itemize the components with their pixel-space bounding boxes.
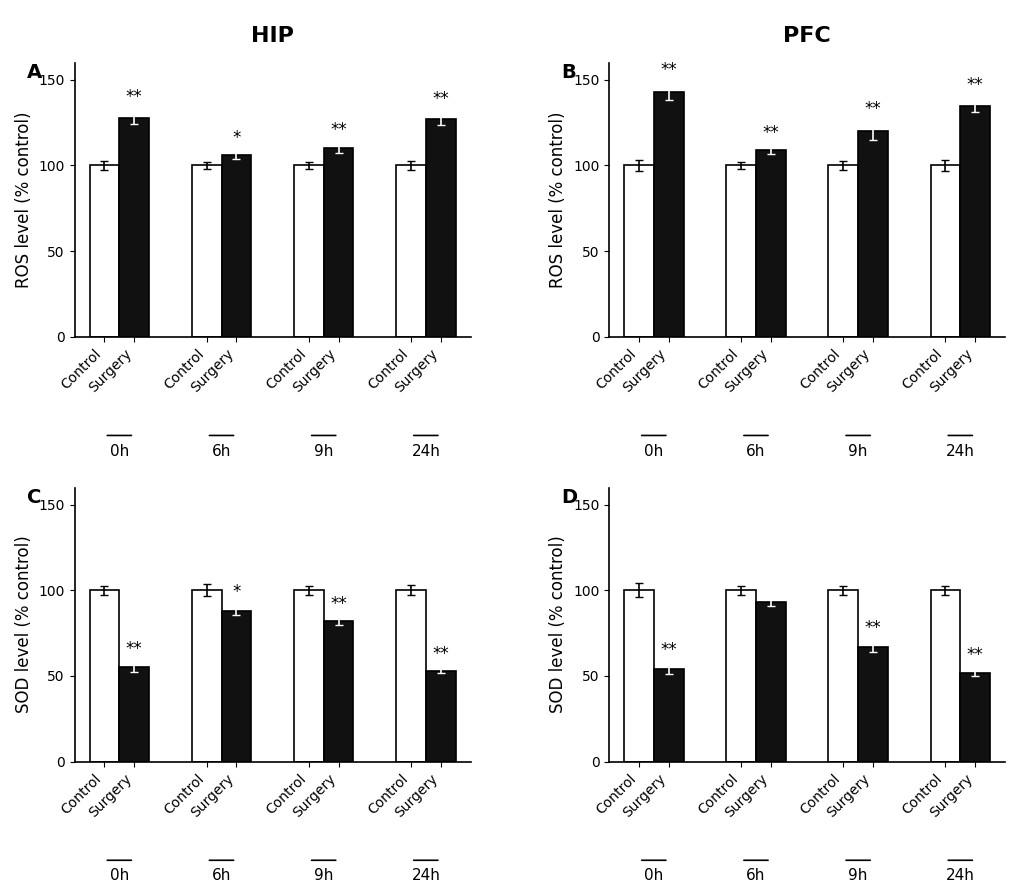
Bar: [929, 166, 959, 337]
Bar: [90, 590, 119, 762]
Text: **: **: [330, 595, 346, 613]
Text: C: C: [28, 487, 42, 506]
Title: HIP: HIP: [251, 26, 293, 46]
Bar: [726, 590, 755, 762]
Text: **: **: [330, 121, 346, 139]
Text: 9h: 9h: [848, 868, 867, 883]
Text: 6h: 6h: [212, 444, 231, 459]
Text: 24h: 24h: [411, 868, 440, 883]
Bar: [959, 673, 989, 762]
Text: 24h: 24h: [945, 868, 974, 883]
Bar: [827, 166, 857, 337]
Bar: [221, 155, 251, 337]
Text: *: *: [232, 129, 240, 147]
Text: D: D: [561, 487, 577, 506]
Bar: [624, 590, 653, 762]
Text: 24h: 24h: [411, 444, 440, 459]
Bar: [755, 150, 785, 337]
Text: 0h: 0h: [644, 444, 662, 459]
Title: PFC: PFC: [783, 26, 830, 46]
Y-axis label: SOD level (% control): SOD level (% control): [549, 536, 567, 713]
Text: 9h: 9h: [314, 444, 333, 459]
Bar: [755, 602, 785, 762]
Bar: [929, 590, 959, 762]
Bar: [653, 669, 683, 762]
Y-axis label: ROS level (% control): ROS level (% control): [549, 111, 567, 288]
Text: **: **: [966, 76, 982, 94]
Bar: [192, 166, 221, 337]
Text: 0h: 0h: [644, 868, 662, 883]
Bar: [192, 590, 221, 762]
Text: 0h: 0h: [110, 444, 128, 459]
Bar: [293, 590, 323, 762]
Bar: [857, 131, 888, 337]
Text: 9h: 9h: [848, 444, 867, 459]
Bar: [857, 647, 888, 762]
Bar: [726, 166, 755, 337]
Y-axis label: SOD level (% control): SOD level (% control): [15, 536, 33, 713]
Bar: [653, 91, 683, 337]
Bar: [959, 106, 989, 337]
Text: **: **: [432, 645, 448, 663]
Bar: [323, 621, 354, 762]
Text: **: **: [659, 641, 677, 659]
Text: 9h: 9h: [314, 868, 333, 883]
Text: **: **: [125, 88, 143, 106]
Y-axis label: ROS level (% control): ROS level (% control): [15, 111, 33, 288]
Text: 6h: 6h: [212, 868, 231, 883]
Text: **: **: [864, 99, 880, 117]
Bar: [119, 668, 149, 762]
Text: 0h: 0h: [110, 868, 128, 883]
Text: **: **: [762, 124, 779, 142]
Bar: [395, 590, 425, 762]
Bar: [425, 671, 455, 762]
Text: **: **: [966, 646, 982, 664]
Bar: [293, 166, 323, 337]
Text: 6h: 6h: [746, 444, 765, 459]
Text: *: *: [232, 583, 240, 601]
Bar: [827, 590, 857, 762]
Text: **: **: [125, 640, 143, 658]
Text: **: **: [659, 61, 677, 79]
Text: **: **: [432, 90, 448, 108]
Text: 24h: 24h: [945, 444, 974, 459]
Bar: [90, 166, 119, 337]
Bar: [395, 166, 425, 337]
Text: A: A: [28, 63, 42, 82]
Text: B: B: [561, 63, 576, 82]
Bar: [624, 166, 653, 337]
Bar: [425, 119, 455, 337]
Bar: [221, 611, 251, 762]
Text: **: **: [864, 618, 880, 636]
Bar: [119, 117, 149, 337]
Text: 6h: 6h: [746, 868, 765, 883]
Bar: [323, 149, 354, 337]
